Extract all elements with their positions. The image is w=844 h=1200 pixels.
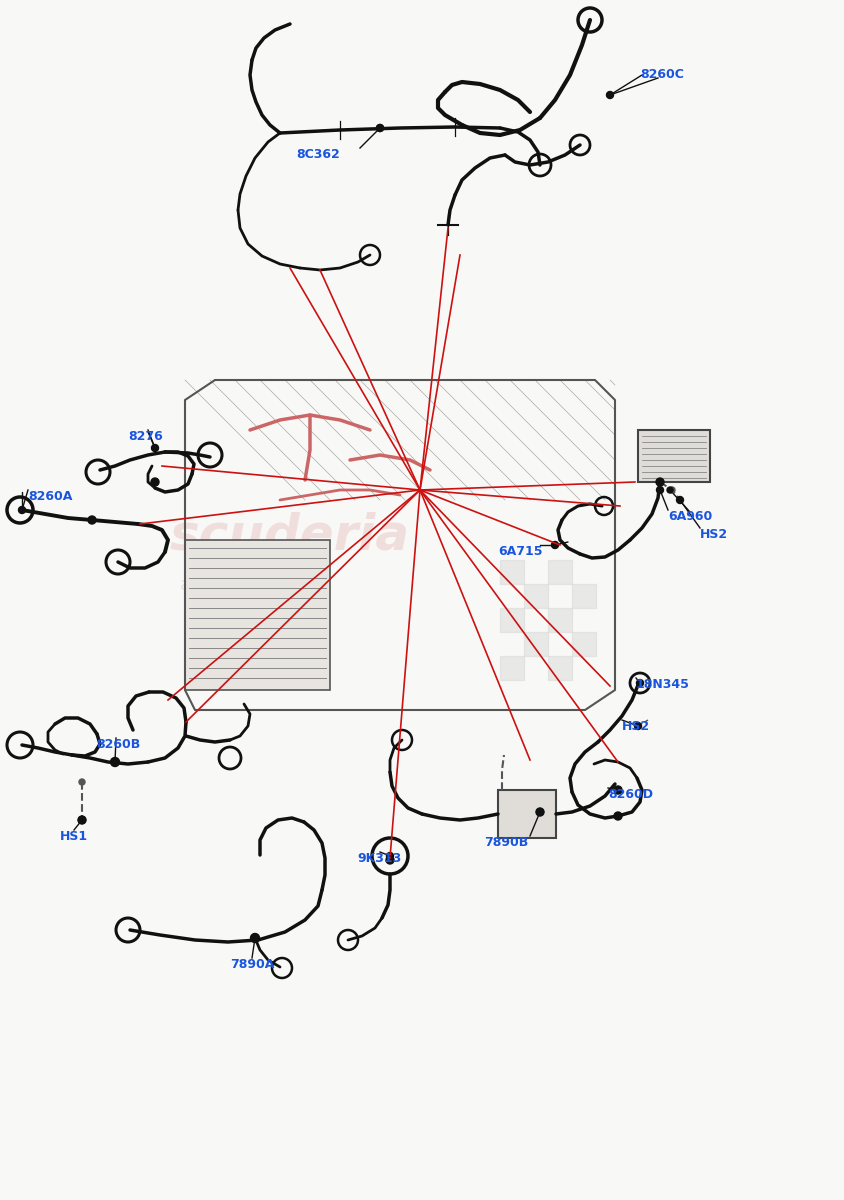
Text: 6A715: 6A715	[498, 545, 543, 558]
Circle shape	[607, 91, 614, 98]
Bar	[524, 584, 548, 608]
Bar	[500, 560, 524, 584]
Circle shape	[152, 444, 159, 451]
Text: 7890B: 7890B	[484, 836, 528, 850]
Circle shape	[635, 722, 641, 730]
Circle shape	[386, 856, 394, 864]
Bar	[638, 430, 710, 482]
Text: 18N345: 18N345	[636, 678, 690, 691]
Text: 7890A: 7890A	[230, 958, 274, 971]
Circle shape	[152, 445, 158, 451]
Circle shape	[669, 487, 675, 493]
Text: 8276: 8276	[128, 430, 163, 443]
Circle shape	[376, 125, 383, 132]
Circle shape	[111, 758, 118, 766]
Text: 8260C: 8260C	[640, 68, 684, 80]
Bar	[500, 656, 524, 680]
Circle shape	[607, 92, 613, 98]
Circle shape	[551, 541, 559, 548]
Text: a  f  a  r  r  a  r  i: a f a r r a r i	[180, 576, 327, 594]
Text: 8C362: 8C362	[296, 148, 340, 161]
Text: 8260A: 8260A	[28, 490, 73, 503]
Circle shape	[19, 506, 25, 514]
Circle shape	[151, 478, 159, 486]
Circle shape	[252, 935, 258, 942]
Circle shape	[79, 779, 85, 785]
Circle shape	[636, 679, 643, 686]
Circle shape	[19, 506, 25, 514]
Circle shape	[88, 516, 96, 524]
Text: 6A960: 6A960	[668, 510, 712, 523]
Circle shape	[537, 809, 544, 816]
Circle shape	[677, 497, 684, 504]
Bar	[548, 560, 572, 584]
Circle shape	[667, 487, 673, 493]
Bar	[548, 656, 572, 680]
Bar	[500, 608, 524, 632]
Circle shape	[536, 808, 544, 816]
Text: scuderia: scuderia	[170, 512, 410, 560]
Text: 8260D: 8260D	[608, 788, 653, 802]
Circle shape	[657, 486, 663, 493]
Bar	[185, 540, 330, 690]
Circle shape	[376, 125, 383, 132]
Text: 9K313: 9K313	[358, 852, 402, 865]
Bar	[524, 632, 548, 656]
Circle shape	[78, 816, 85, 823]
Bar	[548, 608, 572, 632]
Circle shape	[635, 722, 641, 728]
Text: 8260B: 8260B	[96, 738, 140, 751]
Circle shape	[614, 786, 622, 794]
Bar	[498, 790, 556, 838]
Circle shape	[614, 786, 621, 793]
Circle shape	[614, 812, 622, 820]
Circle shape	[111, 757, 120, 767]
Text: HS2: HS2	[700, 528, 728, 541]
Text: HS1: HS1	[60, 830, 88, 842]
Circle shape	[78, 816, 86, 824]
Bar	[572, 584, 596, 608]
Circle shape	[552, 542, 558, 548]
Circle shape	[251, 934, 259, 942]
Bar	[572, 632, 596, 656]
Text: HS2: HS2	[622, 720, 650, 733]
Circle shape	[656, 478, 664, 486]
Circle shape	[387, 852, 393, 859]
